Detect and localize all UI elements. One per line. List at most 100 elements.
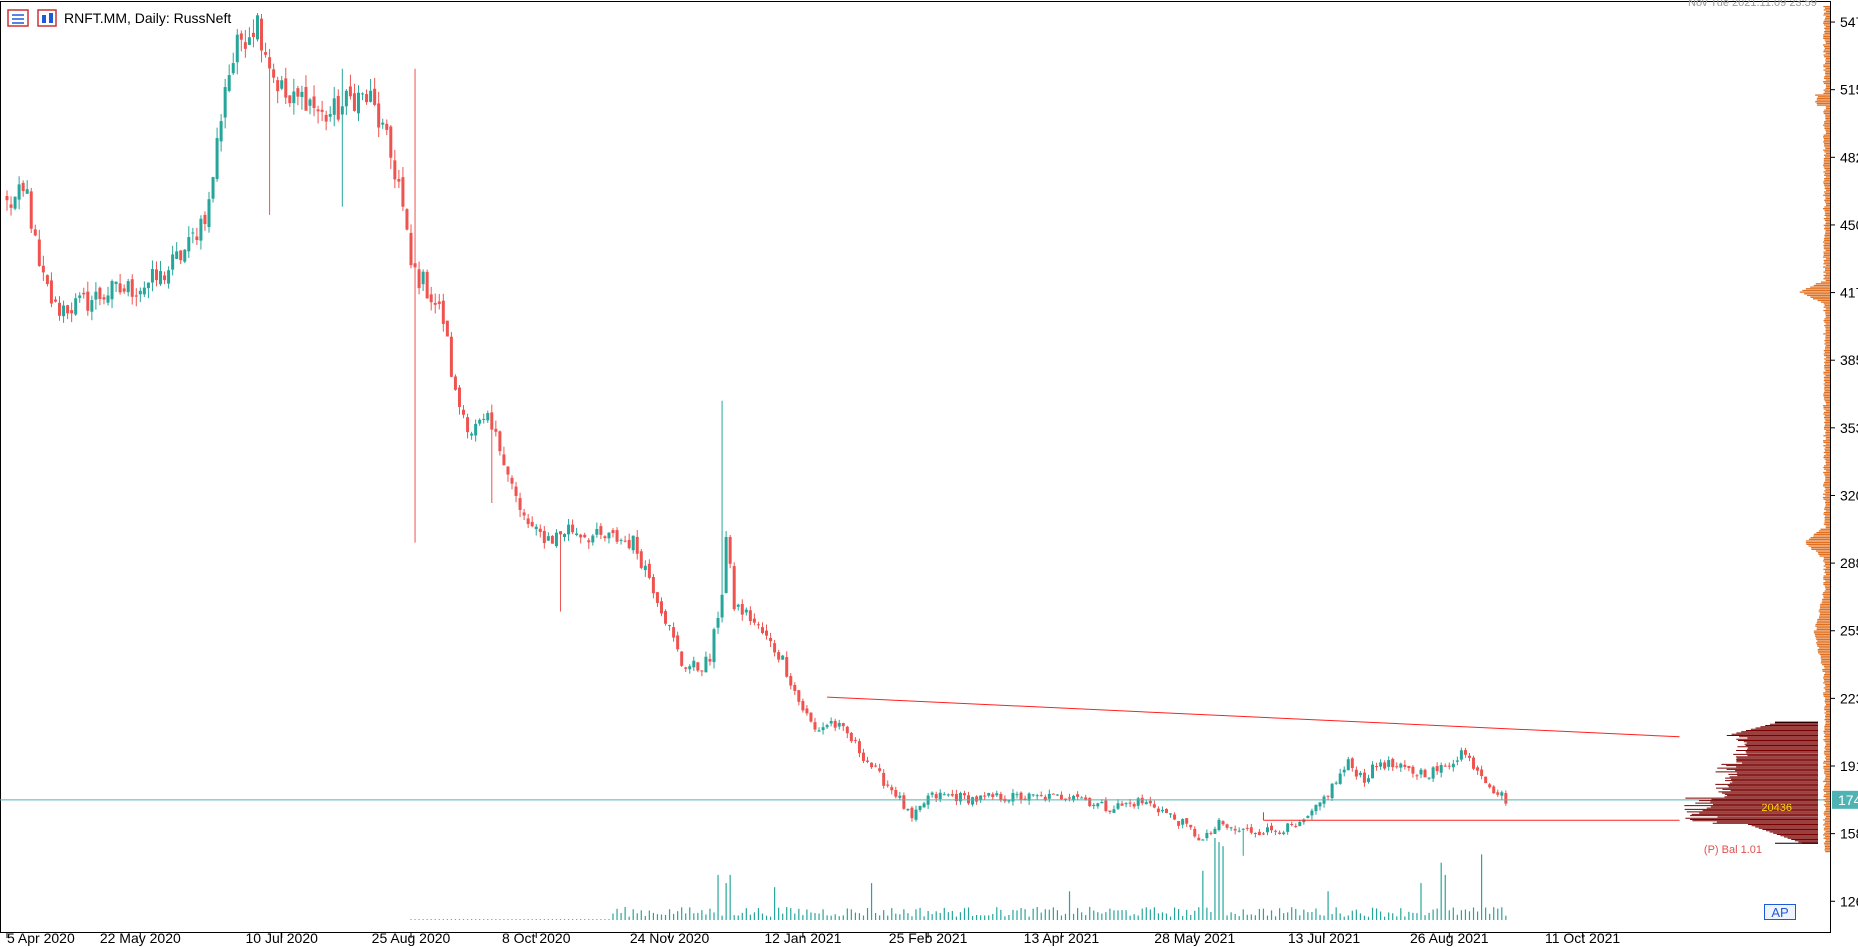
candle	[437, 294, 441, 310]
candle	[231, 52, 235, 76]
candle	[1467, 753, 1471, 762]
candle	[171, 245, 175, 276]
candle	[1128, 799, 1132, 807]
candle	[5, 190, 9, 211]
candle	[457, 385, 461, 415]
x-tick-label: 25 Feb 2021	[889, 930, 968, 946]
candle	[760, 622, 764, 635]
candle	[615, 527, 619, 544]
candle	[942, 792, 946, 796]
candle	[1225, 823, 1229, 830]
candle	[1152, 800, 1156, 809]
candle	[1459, 747, 1463, 762]
candle	[930, 791, 934, 798]
candle	[546, 532, 550, 541]
candle	[445, 320, 449, 337]
candle	[962, 790, 966, 800]
candle	[223, 78, 227, 129]
candle	[1229, 826, 1233, 831]
candle	[777, 649, 781, 663]
candle	[1451, 759, 1455, 772]
candle	[409, 224, 413, 269]
candle	[1334, 781, 1338, 785]
candle	[502, 446, 506, 466]
candle	[1504, 790, 1508, 806]
candle	[995, 790, 999, 797]
candle	[906, 808, 910, 812]
candle	[405, 208, 409, 231]
candle	[86, 281, 90, 316]
candle	[999, 791, 1003, 803]
candle	[348, 74, 352, 100]
volume-bars	[410, 838, 1507, 920]
candle	[971, 796, 975, 807]
candle	[292, 78, 296, 115]
candle	[78, 292, 82, 303]
candle	[853, 737, 857, 744]
candle	[264, 42, 268, 58]
candle	[1124, 802, 1128, 808]
autoplot-button[interactable]: AP	[1764, 904, 1796, 920]
candle	[1088, 797, 1092, 808]
chart-list-icon[interactable]	[7, 9, 29, 27]
candle	[276, 76, 280, 104]
candle	[542, 526, 546, 549]
y-tick-label: 547.40	[1840, 14, 1858, 30]
candle	[199, 215, 203, 250]
candle	[833, 718, 837, 732]
chart-title-bar: RNFT.MM, Daily: RussNeft Nov Tue 2021.11…	[7, 0, 1817, 27]
candle	[243, 30, 247, 58]
candle	[272, 63, 276, 84]
candle	[175, 242, 179, 260]
candle	[1112, 805, 1116, 813]
y-tick-label: 515.00	[1840, 82, 1858, 98]
candle	[215, 127, 219, 182]
candle	[352, 83, 356, 112]
candle	[421, 269, 425, 291]
candle	[1173, 812, 1177, 821]
volume-profile-label: 20436	[1761, 802, 1792, 814]
candle	[522, 508, 526, 521]
resistance-trendline[interactable]	[827, 696, 1680, 738]
candle	[37, 229, 41, 267]
y-tick-label: 288.20	[1840, 555, 1858, 571]
candle	[183, 248, 187, 264]
candle	[122, 284, 126, 294]
candle	[1027, 792, 1031, 805]
indicator-icon[interactable]	[37, 9, 57, 27]
candle	[146, 282, 150, 299]
candle	[510, 475, 514, 490]
candle	[773, 639, 777, 657]
candle	[591, 534, 595, 546]
y-tick-label: 450.20	[1840, 217, 1858, 233]
candle	[870, 762, 874, 769]
candle	[1072, 794, 1076, 803]
candle	[17, 176, 21, 210]
chart-title: RNFT.MM, Daily: RussNeft	[64, 10, 231, 26]
candle	[1403, 760, 1407, 770]
candle	[1237, 827, 1241, 833]
candle	[425, 269, 429, 299]
candle	[785, 651, 789, 678]
candle	[1476, 765, 1480, 775]
candle	[1092, 802, 1096, 810]
candle	[526, 513, 530, 528]
candle	[1415, 773, 1419, 780]
x-tick-label: 26 Aug 2021	[1410, 930, 1489, 946]
balance-label: (P) Bal 1.01	[1704, 844, 1762, 856]
x-tick-label: 25 Aug 2020	[372, 930, 451, 946]
candle	[813, 717, 817, 733]
candle	[1201, 838, 1205, 841]
candle	[1387, 756, 1391, 771]
candle	[740, 599, 744, 621]
x-tick-label: 13 Apr 2021	[1024, 930, 1100, 946]
candle	[1059, 791, 1063, 800]
candle	[308, 97, 312, 115]
candle	[1031, 794, 1035, 797]
candle	[1472, 755, 1476, 771]
y-tick-label: 353.00	[1840, 420, 1858, 436]
candle	[1217, 817, 1221, 832]
candle	[712, 627, 716, 669]
candle	[736, 603, 740, 611]
candle	[441, 293, 445, 332]
